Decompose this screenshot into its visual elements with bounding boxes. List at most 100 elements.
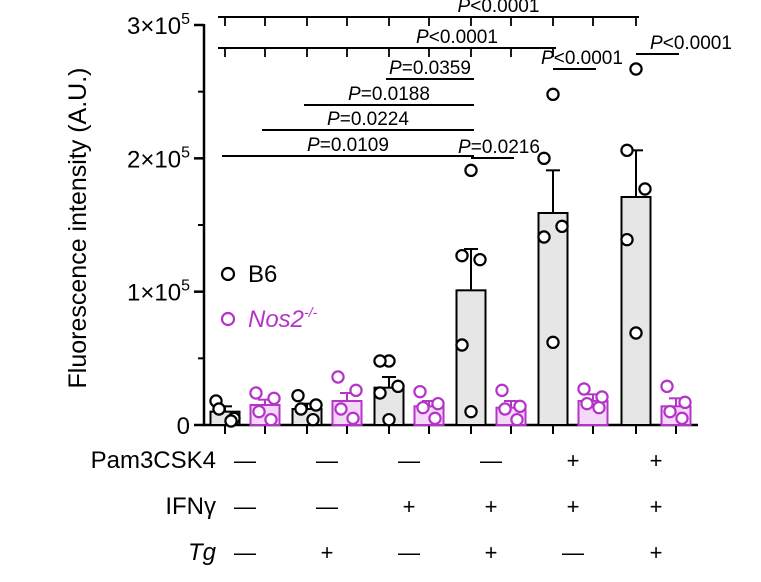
p-value-number: =0.0216 [471,137,540,158]
condition-value: + [403,494,416,519]
p-value-label: P<0.0001 [541,48,623,69]
y-tick-exponent: 5 [181,11,190,28]
b6-data-point [620,143,634,158]
b6-data-point [373,354,387,368]
bars-layer [209,149,692,427]
p-value-number: <0.0001 [470,0,539,17]
b6-data-point [455,248,469,263]
condition-value: + [321,540,334,565]
nos2-data-point [349,383,363,398]
y-axis-title: Fluorescence intensity (A.U.) [64,68,92,389]
p-value-number: =0.0224 [340,109,410,130]
y-tick-label: 2×105 [127,144,190,173]
legend-label: B6 [248,261,277,288]
condition-value: + [485,540,498,565]
legend-superscript: -/- [304,304,318,320]
p-value-symbol: P [650,33,663,54]
condition-value: + [567,494,580,519]
condition-label: Tg [188,539,217,566]
b6-data-point [464,404,478,419]
condition-value: — [562,540,584,565]
significance-layer: P<0.0001P<0.0001P=0.0359P=0.0188P=0.0224… [218,0,732,159]
b6-data-point [382,412,396,427]
nos2-data-point [264,412,278,427]
nos2-data-point [675,411,689,426]
b6-bar [537,212,569,426]
y-ticks-layer: 0 1×105 2×105 3×105 [127,11,677,440]
condition-table: Pam3CSK4 — — — — + + IFNγ — — + + + + Tg — + — + — + [91,447,663,566]
condition-value: + [485,494,498,519]
b6-bar [455,289,487,427]
y-tick-label: 1×105 [127,278,190,307]
p-value-number: <0.0001 [429,27,498,48]
condition-value: — [234,540,256,565]
legend: B6 Nos2-/- [220,261,318,333]
b6-data-point [291,388,305,403]
b6-data-point [212,402,226,416]
nos2-data-point [678,395,692,410]
p-value-symbol: P [541,48,554,69]
legend-marker [220,266,236,282]
p-value-number: <0.0001 [554,48,623,69]
nos2-data-point [580,396,594,411]
y-tick-label: 0 [177,413,190,440]
p-value-symbol: P [348,84,361,105]
b6-data-point [638,182,652,196]
condition-value: — [480,448,502,473]
b6-data-point [629,62,643,76]
p-value-label: P=0.0224 [327,109,409,130]
b6-data-point [537,151,551,166]
p-value-number: =0.0109 [320,135,389,156]
p-value-symbol: P [458,137,471,158]
p-value-number: =0.0188 [361,84,430,105]
b6-data-point [464,163,478,178]
nos2-data-point [577,382,591,396]
nos2-data-point [331,370,345,384]
p-value-number: <0.0001 [663,33,732,54]
nos2-data-point [513,399,527,414]
b6-data-point [555,219,569,234]
condition-value: — [234,494,256,519]
points-layer [209,62,692,428]
nos2-data-point [334,402,348,416]
nos2-data-point [660,379,674,394]
nos2-data-point [346,411,360,426]
b6-data-point [473,252,487,267]
p-value-label: P=0.0109 [307,135,389,156]
condition-value: — [398,448,420,473]
nos2-data-point [663,404,677,419]
condition-value: + [650,540,663,565]
nos2-data-point [413,384,427,399]
b6-data-point [546,335,560,350]
p-value-symbol: P [307,135,320,156]
b6-data-point [309,398,323,412]
b6-data-point [546,87,560,102]
p-value-label: P<0.0001 [416,27,498,48]
legend-label: Nos2-/- [248,304,318,333]
nos2-data-point [431,396,445,411]
nos2-data-point [267,391,281,406]
nos2-data-point [592,400,606,415]
p-value-number: =0.0359 [402,58,471,79]
b6-data-point [620,232,634,247]
legend-marker [220,311,236,327]
b6-data-point [629,326,643,340]
condition-label: Pam3CSK4 [91,447,216,474]
p-value-symbol: P [458,0,471,17]
b6-data-point [373,386,387,400]
b6-data-point [537,230,551,244]
y-tick-exponent: 5 [181,278,190,295]
b6-data-point [391,379,405,394]
b6-data-point [455,338,469,352]
condition-value: + [650,448,663,473]
nos2-data-point [595,390,609,404]
condition-label: IFNγ [165,493,216,520]
b6-bar [620,196,652,426]
condition-value: — [398,540,420,565]
b6-data-point [294,402,308,416]
y-tick-label: 3×105 [127,11,190,40]
nos2-data-point [416,400,430,415]
nos2-data-point [252,404,266,419]
